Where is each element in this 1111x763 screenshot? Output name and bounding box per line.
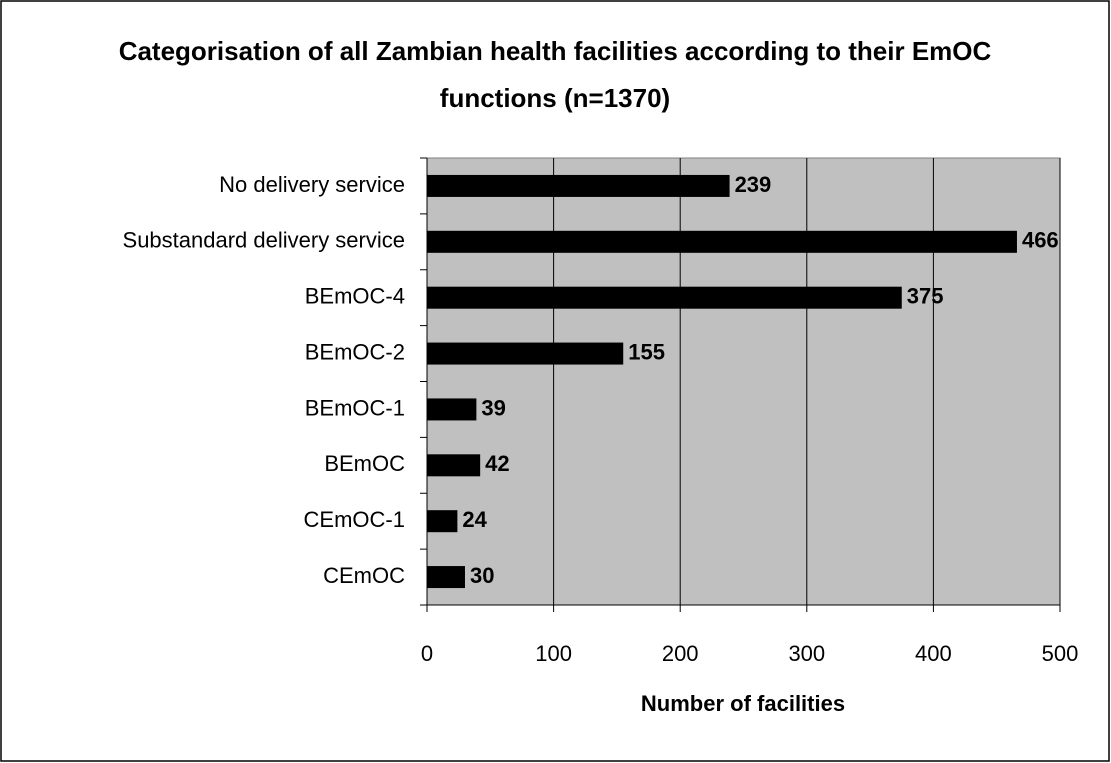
x-axis-title: Number of facilities: [641, 691, 845, 716]
plot-area: [426, 157, 1061, 606]
bar: [427, 286, 902, 309]
bar: [427, 566, 465, 589]
y-tick-label: BEmOC: [324, 451, 405, 476]
y-tick-label: BEmOC-4: [305, 284, 405, 309]
value-label: 24: [462, 507, 487, 532]
y-tick-label: BEmOC-2: [305, 339, 405, 364]
x-tick-label: 400: [915, 641, 952, 666]
y-tick-label: No delivery service: [219, 172, 405, 197]
value-label: 239: [735, 172, 772, 197]
x-tick-label: 300: [788, 641, 825, 666]
bar: [427, 510, 458, 533]
value-label: 375: [907, 284, 944, 309]
y-tick-label: BEmOC-1: [305, 395, 405, 420]
x-tick-label: 0: [421, 641, 433, 666]
bar: [427, 230, 1017, 253]
bar: [427, 342, 624, 365]
bar: [427, 174, 730, 197]
x-tick-label: 200: [662, 641, 699, 666]
x-tick-label: 500: [1042, 641, 1079, 666]
value-label: 155: [628, 339, 665, 364]
y-tick-label: Substandard delivery service: [123, 228, 405, 253]
chart-title: Categorisation of all Zambian health fac…: [118, 36, 992, 113]
x-tick-label: 100: [535, 641, 572, 666]
bar: [427, 454, 481, 477]
value-label: 39: [481, 395, 505, 420]
y-tick-label: CEmOC-1: [304, 507, 405, 532]
bar: [427, 398, 477, 421]
value-label: 42: [485, 451, 509, 476]
value-label: 466: [1022, 228, 1059, 253]
y-tick-label: CEmOC: [323, 563, 405, 588]
value-label: 30: [470, 563, 494, 588]
